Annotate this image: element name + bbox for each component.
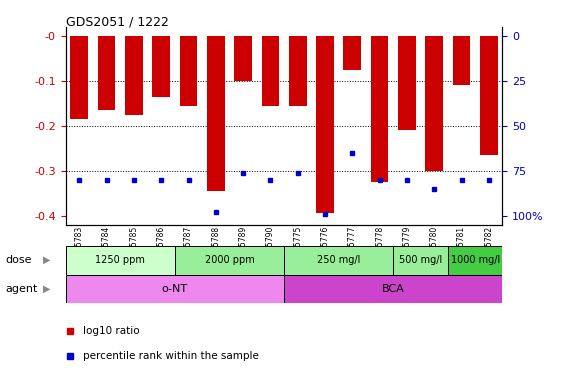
Text: log10 ratio: log10 ratio [83,326,140,336]
Text: dose: dose [6,255,32,265]
Text: 1000 mg/l: 1000 mg/l [451,255,500,265]
Bar [289,36,307,106]
Bar [448,246,502,275]
Bar [425,36,443,171]
Text: o-NT: o-NT [162,284,188,294]
Bar [343,36,361,71]
Bar [207,36,225,191]
Text: ▶: ▶ [43,284,50,294]
Bar [480,36,498,155]
Bar [152,36,170,96]
Bar [262,36,279,106]
Text: BCA: BCA [382,284,405,294]
Bar [398,36,416,130]
Text: ▶: ▶ [43,255,50,265]
Text: 2000 ppm: 2000 ppm [204,255,254,265]
Bar [66,246,175,275]
Bar [175,246,284,275]
Bar [284,275,502,303]
Text: percentile rank within the sample: percentile rank within the sample [83,351,259,361]
Bar [70,36,88,119]
Bar [180,36,198,106]
Bar [393,246,448,275]
Bar [234,36,252,81]
Bar [98,36,115,110]
Text: 250 mg/l: 250 mg/l [317,255,360,265]
Text: GDS2051 / 1222: GDS2051 / 1222 [66,15,168,28]
Bar [125,36,143,114]
Text: 1250 ppm: 1250 ppm [95,255,145,265]
Bar [316,36,334,214]
Bar [66,275,284,303]
Text: agent: agent [6,284,38,294]
Bar [284,246,393,275]
Bar [453,36,471,85]
Bar [371,36,388,182]
Text: 500 mg/l: 500 mg/l [399,255,442,265]
